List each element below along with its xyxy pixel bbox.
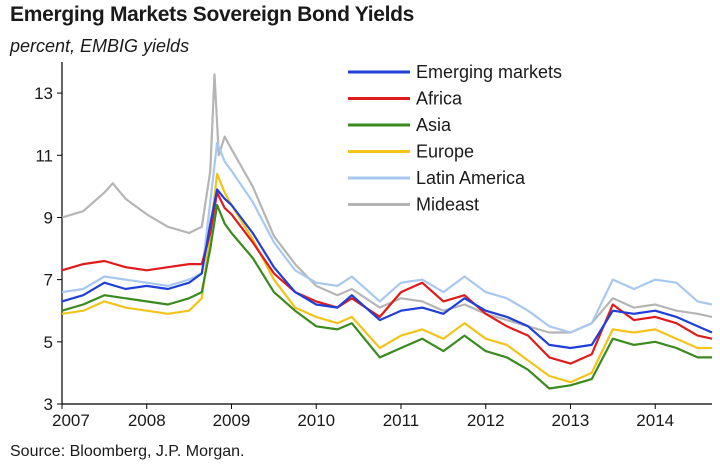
chart-axes: 3 5 7 9 11 13 2007 2008 2009 2010 2011 2012 2013 2014	[34, 62, 712, 430]
y-tick-label: 9	[44, 208, 53, 227]
series-line-asia	[61, 203, 712, 390]
y-tick-label: 13	[34, 84, 53, 103]
y-tick-label: 5	[44, 333, 53, 352]
series-line-latin-america	[61, 141, 713, 334]
x-tick-label: 2009	[213, 411, 251, 430]
x-tick-label: 2010	[297, 411, 335, 430]
x-tick-label: 2008	[128, 411, 166, 430]
x-tick-label: 2012	[467, 411, 505, 430]
legend-label: Africa	[416, 89, 463, 109]
series-line-emerging-markets	[61, 188, 713, 350]
y-tick-label: 7	[44, 271, 53, 290]
y-tick-label: 11	[35, 146, 53, 165]
legend-label: Asia	[416, 115, 452, 135]
y-tick-label: 3	[44, 395, 53, 414]
series-line-africa	[61, 191, 713, 365]
x-tick-label: 2014	[636, 411, 674, 430]
x-tick-label: 2011	[383, 411, 420, 430]
chart-subtitle: percent, EMBIG yields	[10, 36, 190, 56]
x-tick-label: 2007	[52, 411, 90, 430]
chart-title: Emerging Markets Sovereign Bond Yields	[10, 3, 415, 26]
legend-label: Latin America	[416, 168, 526, 188]
chart-series	[61, 73, 713, 390]
legend-label: Europe	[416, 142, 474, 162]
source-note: Source: Bloomberg, J.P. Morgan.	[10, 443, 245, 460]
legend-label: Emerging markets	[416, 62, 562, 82]
series-line-europe	[61, 172, 712, 384]
x-tick-label: 2013	[552, 411, 590, 430]
legend-label: Mideast	[416, 195, 479, 215]
chart-legend: Emerging markets Africa Asia Europe Latin Am…	[348, 62, 562, 215]
